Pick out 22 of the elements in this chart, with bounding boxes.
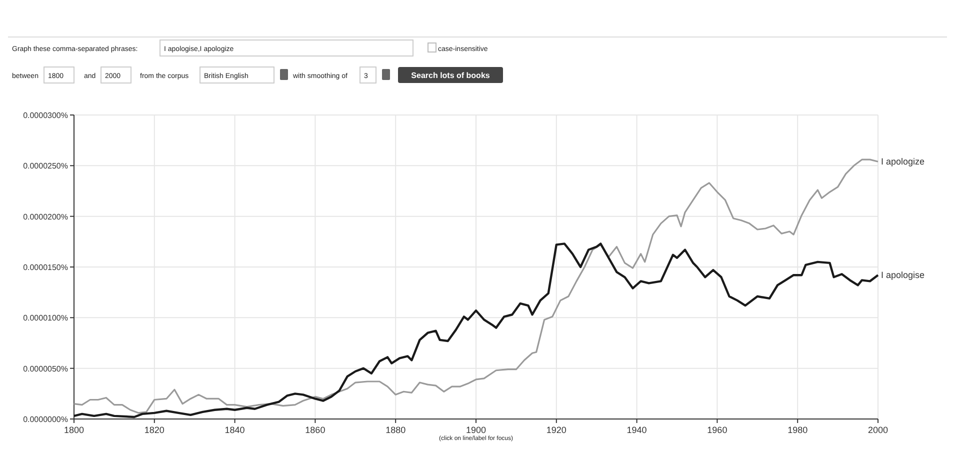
x-tick-label: 1820	[144, 425, 164, 435]
y-tick-label: 0.0000250%	[23, 162, 68, 171]
series-label: I apologize	[881, 156, 925, 167]
series-label: I apologise	[881, 270, 925, 280]
y-tick-label: 0.0000300%	[23, 111, 68, 120]
line-series	[73, 158, 879, 414]
x-tick-label: 1860	[305, 425, 326, 435]
x-tick-label: 1940	[626, 425, 647, 435]
x-tick-label: 2000	[868, 425, 888, 435]
text: Search lots of books	[411, 71, 490, 80]
x-tick-label: 1960	[707, 425, 728, 435]
x-tick-label: 1840	[224, 425, 245, 435]
y-tick-label: 0.0000100%	[23, 314, 68, 323]
x-tick-label: 1880	[386, 425, 406, 435]
x-tick-label: 1900	[466, 425, 486, 435]
x-tick-label: 1920	[546, 425, 566, 435]
y-tick-label: 0.0000200%	[23, 212, 68, 222]
y-tick-label: 0.0000150%	[23, 263, 68, 272]
x-tick-label: 1980	[788, 425, 808, 435]
x-tick-label: 1800	[64, 425, 84, 435]
y-tick-label: 0.0000050%	[23, 364, 68, 374]
y-tick-label: 0.0000000%	[23, 415, 68, 424]
